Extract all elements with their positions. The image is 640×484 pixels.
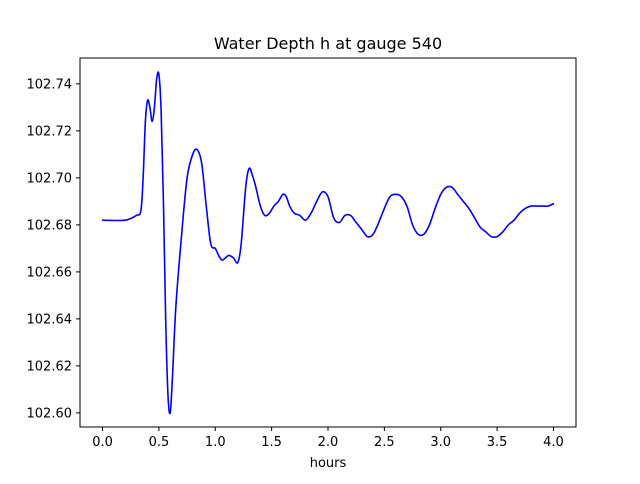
x-tick-label: 3.0 [430,435,451,450]
y-tick-label: 102.66 [27,265,73,280]
y-tick-label: 102.60 [27,406,73,421]
x-tick-label: 4.0 [543,435,564,450]
x-tick-label: 0.5 [149,435,170,450]
y-tick-label: 102.70 [27,171,73,186]
x-tick-label: 2.0 [318,435,339,450]
x-tick-label: 1.0 [205,435,226,450]
y-tick-label: 102.72 [27,124,73,139]
chart-title: Water Depth h at gauge 540 [214,34,442,53]
y-tick-label: 102.68 [27,218,73,233]
x-tick-label: 2.5 [374,435,395,450]
x-tick-label: 0.0 [92,435,113,450]
x-tick-label: 1.5 [261,435,282,450]
x-axis-label: hours [310,456,347,471]
x-axis-ticks: 0.0 0.5 1.0 1.5 2.0 2.5 3.0 3.5 4.0 [92,427,564,450]
series-line-0 [101,71,555,415]
series-layer [101,71,555,415]
y-axis-ticks: 102.60 102.62 102.64 102.66 102.68 102.70 102.… [27,77,80,421]
y-tick-label: 102.62 [27,359,73,374]
x-tick-label: 3.5 [487,435,508,450]
y-tick-label: 102.64 [27,312,73,327]
y-tick-label: 102.74 [27,77,73,92]
